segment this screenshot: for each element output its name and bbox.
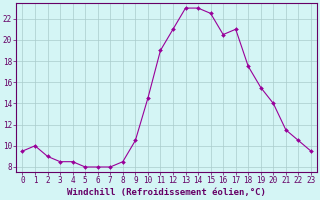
X-axis label: Windchill (Refroidissement éolien,°C): Windchill (Refroidissement éolien,°C) (67, 188, 266, 197)
